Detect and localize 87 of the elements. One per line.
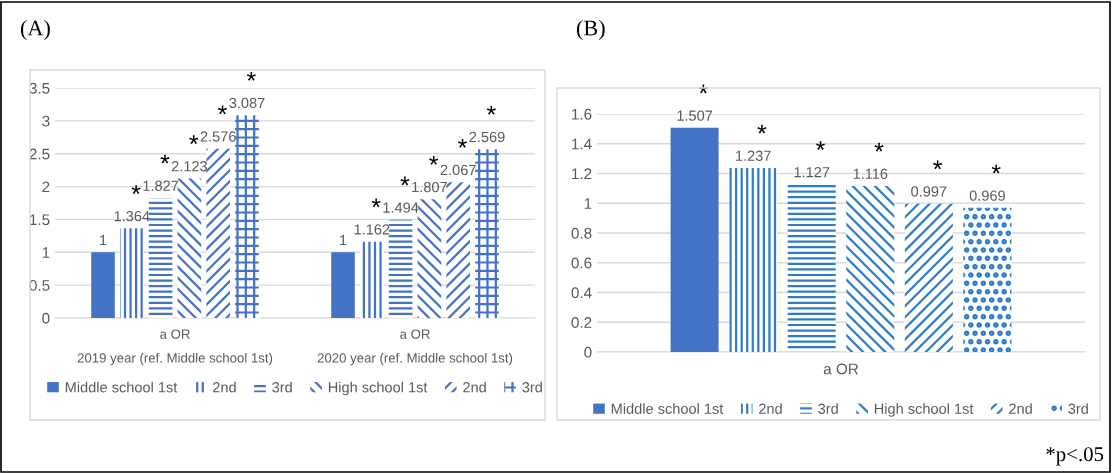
annotation: * bbox=[400, 176, 410, 186]
legend-label: 2nd bbox=[759, 403, 782, 414]
text: * bbox=[246, 71, 256, 81]
y-tick-label: 1.2 bbox=[572, 168, 592, 180]
annotation: * bbox=[458, 138, 467, 148]
y-tick-label: 2 bbox=[42, 181, 50, 193]
legend-label: 2nd bbox=[463, 381, 486, 393]
y-tick-label: 0.5 bbox=[29, 280, 50, 291]
x-tick-label: a OR bbox=[823, 363, 859, 375]
bar bbox=[417, 199, 442, 318]
y-tick-label: 1.5 bbox=[30, 214, 50, 226]
x-tick-label: a OR 2020 year (ref. Middle school 1st) bbox=[317, 329, 513, 366]
data-label: 3.087 bbox=[229, 97, 265, 109]
bar bbox=[670, 127, 719, 352]
data-label: 1 bbox=[340, 235, 347, 246]
annotation: * bbox=[371, 198, 381, 208]
annotation: * bbox=[160, 154, 170, 164]
bar bbox=[119, 228, 144, 318]
bar bbox=[963, 207, 1012, 352]
bar bbox=[91, 252, 115, 318]
annotation: * bbox=[218, 105, 227, 115]
bar bbox=[475, 149, 499, 318]
text: * bbox=[698, 84, 708, 94]
data-label: 0.997 bbox=[911, 186, 947, 197]
y-tick-label: 2.5 bbox=[29, 148, 50, 160]
bar bbox=[388, 219, 413, 318]
annotation: * bbox=[874, 142, 884, 152]
data-label: 1.162 bbox=[354, 224, 390, 235]
bar bbox=[177, 178, 202, 318]
y-tick-label: 0.4 bbox=[571, 287, 592, 299]
y-tick-label: 0.6 bbox=[571, 257, 592, 269]
legend-label: 3rd bbox=[818, 403, 838, 414]
y-tick-label: 0.2 bbox=[571, 317, 592, 328]
data-label: 2.067 bbox=[440, 164, 476, 176]
bar bbox=[729, 168, 778, 352]
bar bbox=[787, 184, 836, 352]
y-tick-label: 3.5 bbox=[29, 82, 50, 94]
data-label: 1.237 bbox=[736, 150, 771, 161]
x-tick-label: a OR 2019 year (ref. Middle school 1st) bbox=[77, 329, 273, 366]
bar bbox=[904, 203, 953, 352]
annotation: * bbox=[486, 105, 496, 115]
legend-label: High school 1st bbox=[874, 403, 974, 417]
legend-label: 3rd bbox=[1068, 403, 1088, 414]
data-label: 1.116 bbox=[853, 168, 888, 179]
annotation: * bbox=[816, 141, 825, 150]
legend-label: Middle school 1st bbox=[611, 403, 724, 414]
legend-label: 3rd bbox=[272, 381, 292, 393]
y-tick-label: 0 bbox=[584, 346, 592, 358]
chart-title: (B) bbox=[576, 19, 605, 41]
annotation: * bbox=[189, 135, 199, 145]
y-tick-label: 0.8 bbox=[571, 227, 592, 239]
y-tick-label: 1.6 bbox=[572, 108, 592, 120]
data-label: 2.576 bbox=[200, 131, 236, 142]
data-label: 1.364 bbox=[114, 210, 150, 222]
data-label: 1 bbox=[100, 235, 107, 246]
data-label: 2.123 bbox=[171, 161, 208, 172]
data-label: 1.807 bbox=[412, 181, 447, 193]
legend-label: 3rd bbox=[522, 381, 542, 393]
data-label: 1.507 bbox=[677, 110, 713, 121]
data-label: 1.127 bbox=[794, 166, 830, 178]
annotation: * bbox=[757, 124, 767, 134]
bar bbox=[446, 182, 471, 318]
data-label: 1.827 bbox=[143, 180, 179, 191]
data-label: 0.969 bbox=[969, 190, 1005, 201]
bar bbox=[148, 197, 173, 318]
legend-label: High school 1st bbox=[328, 381, 428, 396]
y-tick-label: 3 bbox=[42, 115, 50, 127]
legend-label: Middle school 1st bbox=[65, 381, 178, 393]
data-label: 2.569 bbox=[469, 131, 505, 143]
bar bbox=[846, 186, 895, 352]
data-label: 1.494 bbox=[383, 202, 419, 213]
y-tick-label: 0 bbox=[42, 312, 50, 324]
bar bbox=[206, 148, 231, 318]
bar bbox=[235, 115, 259, 318]
legend-label: 2nd bbox=[213, 381, 236, 393]
chart-title: (A) bbox=[20, 19, 50, 41]
annotation: * bbox=[131, 185, 141, 194]
annotation: * bbox=[991, 164, 1001, 174]
y-tick-label: 1.4 bbox=[572, 138, 592, 150]
y-tick-label: 1 bbox=[42, 247, 50, 258]
annotation: * bbox=[933, 160, 943, 170]
bar bbox=[359, 241, 384, 318]
bar bbox=[331, 252, 355, 318]
text: *p<.05 bbox=[1046, 447, 1104, 466]
legend-label: 2nd bbox=[1009, 403, 1032, 414]
y-tick-label: 1 bbox=[584, 198, 592, 209]
annotation: * bbox=[429, 156, 439, 165]
